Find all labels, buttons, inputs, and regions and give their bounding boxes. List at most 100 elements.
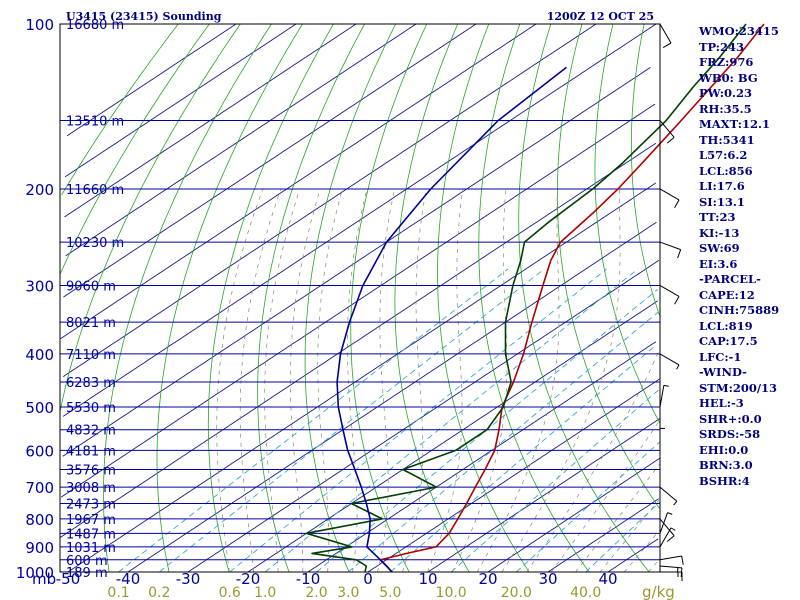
height-label: 189 m [66,566,108,581]
dry-adiabat-line [61,23,179,196]
mixing-ratio-label: 0.1 [107,585,129,600]
moist-adiabat-line [550,420,660,573]
mixing-ratio-label: 3.0 [337,585,359,600]
mixing-ratio-label: 10.0 [436,585,467,600]
isotherm-line [62,67,651,457]
isotherm-line [60,103,656,498]
isotherm-line [127,221,657,573]
wind-barb-staff [659,555,682,561]
wind-barb-staff [659,518,675,537]
wind-barb [660,571,683,581]
wind-barb-half-feather [673,500,678,506]
moist-adiabat-line [451,188,508,573]
wind-barb-staff [659,120,675,138]
background-grid [60,24,660,572]
wind-barb-full-feather [674,199,680,209]
height-label: 2473 m [66,498,116,513]
wind-barb-half-feather [667,512,673,515]
temperature-tick-label: -30 [176,570,201,588]
mixing-ratio-label: 0.2 [148,585,170,600]
wind-barb [659,353,680,370]
height-label: 7110 m [66,348,116,363]
isotherm-line [63,23,477,298]
moist-adiabat-line [575,463,661,573]
index-item: BRN:3.0 [699,458,753,472]
index-item: SHR+:0.0 [699,411,762,426]
pressure-tick-label: 700 [25,479,54,497]
wind-barb-full-feather [681,555,684,565]
height-label: 3576 m [66,463,116,478]
index-item: L57:6.2 [699,148,748,162]
index-item: KI:-13 [699,225,740,240]
pressure-tick-label: 600 [25,442,54,460]
dry-adiabat-line [557,23,660,509]
wind-barb [659,120,675,144]
index-item: SRDS:-58 [699,427,761,441]
moist-adiabat-line [239,188,282,573]
height-label: 5530 m [66,401,116,416]
isotherm-line [60,23,537,339]
wind-barb [659,427,665,451]
wind-barb-staff [659,527,672,548]
wind-barb-staff [659,241,681,251]
isotherm-line [67,182,657,573]
index-item: RH:35.5 [699,101,752,116]
height-label: 9060 m [66,279,116,294]
dry-adiabat-line [59,23,241,412]
mixing-ratio-labels: 0.1 0.2 0.6 1.0 2.0 3.0 5.0 10.0 20.0 40.0 [107,585,601,600]
index-item: LCL:819 [699,318,753,333]
height-label: 11660 m [66,183,124,198]
mixing-ratio-line [585,501,661,573]
wind-barb-staff [659,565,682,569]
wind-barb [659,486,678,506]
temperature-tick-label: 10 [418,570,437,588]
moist-adiabat-line [216,188,264,573]
moist-adiabat-line [377,188,395,573]
temperature-tick-label: -20 [236,570,261,588]
moist-adiabat-line [347,188,368,573]
wind-barb-full-feather [677,249,682,259]
index-item: BSHR:4 [699,473,750,488]
index-item: WMO:23415 [699,24,779,38]
index-item: CAPE:12 [699,287,755,302]
isotherm-line [65,23,417,257]
mixing-ratio-label: 5.0 [379,585,401,600]
index-item: LI:17.6 [699,179,745,193]
index-item: MAXT:12.1 [699,117,770,131]
moist-adiabat-line [317,188,343,573]
index-item: FRZ:976 [699,55,754,69]
moist-adiabat-line [402,188,427,573]
index-item: CINH:75889 [699,303,780,317]
temperature-tick-label: 40 [598,570,617,588]
dry-adiabat-line [60,23,210,274]
wind-barb [659,384,669,408]
height-label: 10230 m [66,236,124,251]
mixing-ratio-line [390,344,657,573]
index-item: PW:0.23 [699,86,753,100]
isotherm-line [547,498,659,573]
isotherm-line [64,23,297,178]
index-item: STM:200/13 [699,380,778,395]
index-item: HEL:-3 [699,396,744,410]
index-item: TT:23 [699,210,736,224]
wind-barb-staff [659,486,678,502]
mixing-ratio-unit: g/kg [642,583,675,600]
wind-barb [659,188,680,209]
wind-barb [659,241,682,259]
isotherm-line [607,538,659,573]
index-item: -PARCEL- [699,272,761,286]
wind-barb-full-feather [674,296,680,305]
wind-barb-full-feather [666,535,675,542]
wind-barb-full-feather [666,136,675,144]
isotherm-line [59,142,657,538]
wind-barb-staff [659,23,672,44]
mixing-ratio-label: 2.0 [305,585,327,600]
index-item: WB0: BG [699,70,758,85]
height-label: 8021 m [66,316,116,331]
temperature-tick-label: -10 [296,570,321,588]
wind-barb-half-feather [663,384,669,387]
mixing-ratio-label: 20.0 [501,585,532,600]
wind-barb-half-feather [670,527,676,531]
wind-barb-staff [659,385,665,408]
wind-barb-staff [659,188,680,201]
